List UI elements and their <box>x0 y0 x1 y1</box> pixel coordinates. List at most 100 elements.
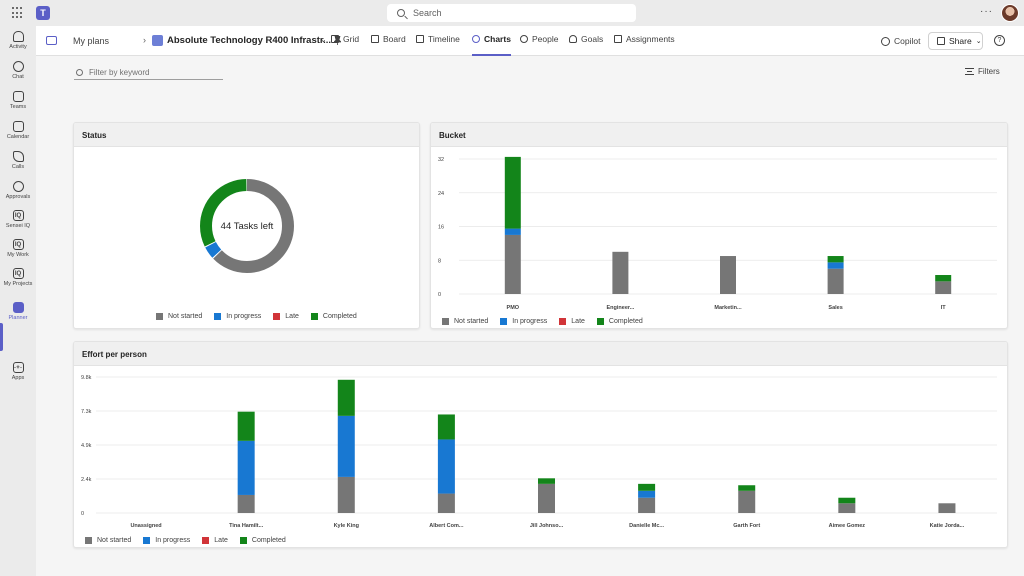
category-label: Jill Johnso... <box>530 523 564 529</box>
tab-label: Grid <box>343 34 360 44</box>
rail-item-my-projects[interactable]: IQ My Projects <box>0 268 36 287</box>
chevron-down-icon[interactable]: ⌄ <box>320 35 327 44</box>
rail-label: Calendar <box>6 134 30 140</box>
tab-people[interactable]: People <box>520 34 558 56</box>
status-legend: Not started In progress Late Completed <box>156 313 369 320</box>
y-tick-label: 0 <box>81 511 84 517</box>
bar-segment-in-progress[interactable] <box>504 228 521 235</box>
timeline-icon <box>416 35 424 43</box>
legend-label: Completed <box>251 537 286 544</box>
tab-board[interactable]: Board <box>371 34 406 56</box>
more-apps-icon[interactable]: ··· <box>13 362 23 372</box>
collapse-sidebar-icon[interactable] <box>46 36 57 45</box>
board-icon <box>371 35 379 43</box>
search-icon <box>76 69 83 76</box>
help-icon[interactable]: ? <box>994 35 1005 46</box>
plan-title[interactable]: Absolute Technology R400 Infrastr... <box>167 35 331 46</box>
legend-swatch <box>143 537 151 544</box>
rail-item-approvals[interactable]: Approvals <box>0 181 36 200</box>
bar-segment-completed[interactable] <box>838 497 856 504</box>
breadcrumb-my-plans[interactable]: My plans <box>73 36 110 46</box>
rail-item-my-work[interactable]: IQ My Work <box>0 239 36 258</box>
avatar[interactable] <box>1001 4 1019 22</box>
goals-icon <box>569 35 577 43</box>
bar-segment-not-started[interactable] <box>504 234 521 294</box>
bar-segment-completed[interactable] <box>237 411 255 441</box>
filter-icon <box>965 68 974 75</box>
legend-swatch <box>500 318 508 325</box>
bar-segment-in-progress[interactable] <box>827 262 844 269</box>
tab-timeline[interactable]: Timeline <box>416 34 460 56</box>
bar-segment-in-progress[interactable] <box>337 415 355 477</box>
planner-icon <box>12 302 24 313</box>
rail-item-calendar[interactable]: Calendar <box>0 121 36 140</box>
bar-segment-completed[interactable] <box>827 256 844 263</box>
bar-segment-completed[interactable] <box>337 379 355 416</box>
bar-segment-not-started[interactable] <box>337 476 355 513</box>
legend-label: Not started <box>97 537 132 544</box>
category-label: Engineer... <box>606 305 634 311</box>
rail-label: Approvals <box>5 194 31 200</box>
effort-bar-chart: 0 2.4k 4.9k 7.3k 9.8k Unassigned Tina Hamilt..… <box>81 375 997 529</box>
teams-logo-icon: T <box>36 6 50 20</box>
rail-item-teams[interactable]: Teams <box>0 91 36 110</box>
rail-label: Calls <box>11 164 25 170</box>
copilot-label: Copilot <box>894 36 921 46</box>
chevron-right-icon: › <box>143 35 146 45</box>
rail-item-calls[interactable]: Calls <box>0 151 36 170</box>
bar-segment-in-progress[interactable] <box>437 439 455 494</box>
tab-charts[interactable]: Charts <box>472 34 511 56</box>
bar-segment-not-started[interactable] <box>237 494 255 513</box>
rail-label: Apps <box>11 375 25 381</box>
donut-slice-completed[interactable] <box>200 179 294 273</box>
rail-item-apps[interactable]: + Apps <box>0 362 36 381</box>
bar-segment-completed[interactable] <box>935 275 952 282</box>
bar-segment-not-started[interactable] <box>612 251 629 294</box>
filter-input[interactable]: Filter by keyword <box>74 66 223 80</box>
legend-swatch <box>596 318 604 325</box>
rail-item-sensei-iq[interactable]: IQ Sensei IQ <box>0 210 36 229</box>
legend-item-in-progress: In progress <box>143 537 190 544</box>
card-title: Effort per person <box>74 342 1007 366</box>
app-launcher-icon[interactable] <box>12 7 24 19</box>
tab-label: Timeline <box>428 34 460 44</box>
bar-segment-completed[interactable] <box>538 478 555 484</box>
search-input[interactable]: Search <box>387 4 636 22</box>
tab-label: Charts <box>484 34 511 44</box>
legend-item-late: Late <box>559 318 585 325</box>
bar-segment-completed[interactable] <box>437 414 455 440</box>
legend-swatch <box>559 318 567 325</box>
people-icon <box>520 35 528 43</box>
bar-segment-in-progress[interactable] <box>638 490 656 498</box>
bar-segment-not-started[interactable] <box>935 281 952 294</box>
filters-button[interactable]: Filters <box>965 67 1000 76</box>
bar-segment-not-started[interactable] <box>738 490 756 513</box>
tab-assignments[interactable]: Assignments <box>614 34 675 56</box>
bar-segment-not-started[interactable] <box>827 268 844 294</box>
title-bar: T Search ··· <box>0 0 1024 26</box>
more-options-icon[interactable]: ··· <box>980 6 993 17</box>
bar-segment-not-started[interactable] <box>538 483 555 513</box>
legend-swatch <box>310 313 318 320</box>
copilot-button[interactable]: Copilot <box>881 36 920 46</box>
bar-segment-not-started[interactable] <box>638 497 656 513</box>
bar-segment-completed[interactable] <box>638 483 656 491</box>
rail-item-planner[interactable]: Planner <box>0 302 36 321</box>
bar-segment-not-started[interactable] <box>938 503 956 513</box>
share-button[interactable]: Share ⌄ <box>928 32 983 50</box>
bar-segment-in-progress[interactable] <box>237 440 255 495</box>
status-card: Status 44 Tasks left Not started In prog… <box>73 122 420 329</box>
tab-goals[interactable]: Goals <box>569 34 603 56</box>
bar-segment-completed[interactable] <box>738 485 756 491</box>
bar-segment-not-started[interactable] <box>437 493 455 513</box>
legend-swatch <box>214 313 222 320</box>
donut-slice-not-started[interactable] <box>200 179 294 273</box>
bar-segment-not-started[interactable] <box>838 503 856 513</box>
rail-item-chat[interactable]: Chat <box>0 61 36 80</box>
bar-segment-not-started[interactable] <box>720 256 736 294</box>
bar-segment-completed[interactable] <box>504 156 521 229</box>
rail-item-activity[interactable]: Activity <box>0 31 36 50</box>
tab-label: Assignments <box>626 34 675 44</box>
legend-item-in-progress: In progress <box>214 313 261 320</box>
tab-grid[interactable]: Grid <box>331 34 359 56</box>
